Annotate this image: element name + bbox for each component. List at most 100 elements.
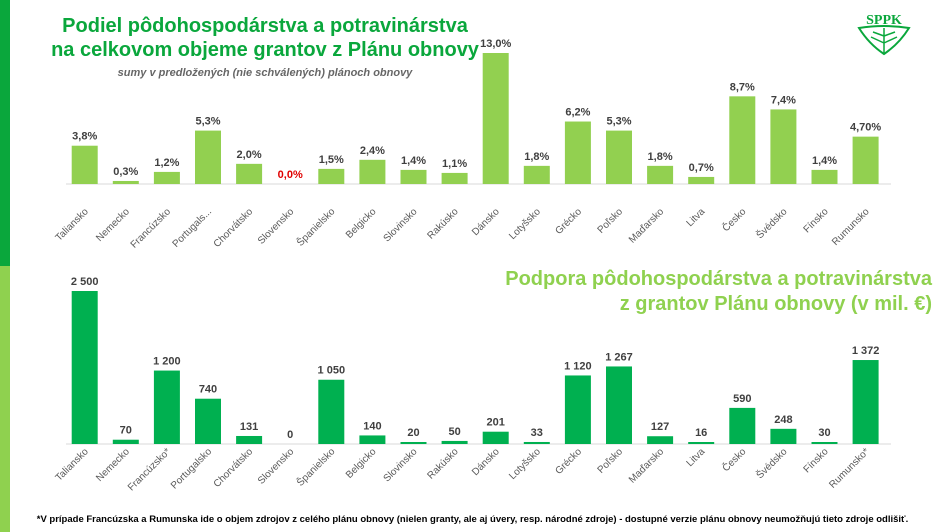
chart1-title-line1: Podiel pôdohospodárstva a potravinárstva <box>62 15 468 37</box>
chart2-bar <box>688 442 715 444</box>
chart2-category-label: Maďarsko <box>627 446 667 486</box>
chart2-value-label: 30 <box>818 427 830 439</box>
chart2-category-label: Slovinsko <box>382 446 420 484</box>
chart2-value-label: 1 120 <box>564 360 592 372</box>
chart1-bar <box>688 176 715 184</box>
chart2-value-label: 1 267 <box>605 351 633 363</box>
chart2-bar <box>153 370 180 444</box>
chart2-bar <box>564 375 591 444</box>
chart1-bar <box>359 159 386 184</box>
chart2-bar <box>770 428 797 444</box>
accent-bar-top <box>0 0 10 266</box>
chart2-value-label: 201 <box>487 417 505 429</box>
chart1-value-label: 1,4% <box>812 155 837 167</box>
chart1-category-label: Švédsko <box>753 205 790 242</box>
chart1-bar <box>564 121 591 184</box>
chart1-subtitle: sumy v predložených (nie schválených) pl… <box>117 67 413 79</box>
chart2-value-label: 2 500 <box>71 276 99 288</box>
chart1-value-label: 4,70% <box>850 122 881 134</box>
chart2-category-label: Francúzsko* <box>126 446 173 493</box>
chart1-category-label: Portugals... <box>171 206 215 250</box>
chart2-value-label: 1 372 <box>852 345 880 357</box>
chart1-bar <box>523 165 550 184</box>
chart2-value-label: 140 <box>363 420 381 432</box>
leaf-icon <box>857 25 911 56</box>
chart1-value-label: 1,5% <box>319 154 344 166</box>
chart1-value-label: 2,4% <box>360 145 385 157</box>
chart2-title-line1: Podpora pôdohospodárstva a potravinárstv… <box>505 268 932 290</box>
chart1-value-label: 13,0% <box>480 38 511 50</box>
chart1-category-label: Dánsko <box>470 206 502 238</box>
chart2-value-label: 131 <box>240 421 258 433</box>
chart2-value-label: 248 <box>774 414 792 426</box>
chart2-value-label: 50 <box>448 426 460 438</box>
chart1-category-label: Maďarsko <box>627 206 667 246</box>
chart1-bar <box>606 130 632 184</box>
chart1-category-label: Lotyšsko <box>507 206 543 242</box>
chart1-category-label: Nemecko <box>94 206 132 244</box>
chart2-category-label: Chorvátsko <box>212 446 256 490</box>
chart1-value-label: 5,3% <box>195 116 220 128</box>
chart2-bar <box>729 407 756 444</box>
chart1-category-label: Rakúsko <box>425 206 461 242</box>
sppk-logo-text: SPPK <box>866 13 902 28</box>
chart1-category-label: Chorvátsko <box>212 206 256 250</box>
chart2-category-label: Grécko <box>553 446 584 477</box>
chart2-bar <box>195 398 221 444</box>
chart1-value-label: 8,7% <box>730 81 755 93</box>
chart1-value-label: 6,2% <box>565 107 590 119</box>
chart1-category-label: Francúzsko <box>129 206 174 251</box>
chart1-bar <box>729 96 756 184</box>
chart1-value-label: 3,8% <box>72 131 97 143</box>
chart1-bar <box>153 171 180 184</box>
chart2-bar <box>647 436 674 444</box>
chart2-bar <box>811 442 838 444</box>
chart1-value-label: 5,3% <box>606 116 631 128</box>
chart1-category-label: Španielsko <box>294 205 338 249</box>
chart2-value-label: 20 <box>407 427 419 439</box>
chart1-value-label: 1,2% <box>154 157 179 169</box>
footnote: *V prípade Francúzska a Rumunska ide o o… <box>36 514 909 525</box>
chart1-bar <box>482 53 509 184</box>
chart1-value-label: 0,0% <box>278 169 303 181</box>
chart2-bar <box>318 379 345 444</box>
chart2-value-label: 1 200 <box>153 356 181 368</box>
chart1-title-line2: na celkovom objeme grantov z Plánu obnov… <box>51 39 479 61</box>
chart2-category-label: Belgicko <box>344 446 379 481</box>
chart1-bar <box>236 163 263 184</box>
chart2-category-label: Fínsko <box>802 446 831 475</box>
chart2-bar <box>606 366 632 444</box>
chart2-value-label: 70 <box>120 425 132 437</box>
chart2-category-label: Španielsko <box>294 445 338 489</box>
chart1-category-label: Litva <box>685 206 708 229</box>
chart1-value-label: 0,3% <box>113 166 138 178</box>
chart2-category-label: Rumunsko* <box>827 446 871 490</box>
chart2-bar <box>112 439 139 444</box>
chart2-category-label: Portugalsko <box>169 446 214 491</box>
chart2-category-label: Česko <box>719 445 749 475</box>
chart2-bar <box>523 441 550 444</box>
chart1-category-label: Poľsko <box>596 206 626 236</box>
chart1-category-label: Rumunsko <box>830 206 872 248</box>
chart2-bar <box>236 435 263 444</box>
chart1-category-label: Grécko <box>553 206 584 237</box>
chart1-bar <box>112 180 139 184</box>
chart1-value-label: 1,1% <box>442 158 467 170</box>
chart1-bar <box>852 136 879 184</box>
chart1-category-label: Belgicko <box>344 206 379 241</box>
chart2-category-label: Dánsko <box>470 446 502 478</box>
chart1-category-label: Slovinsko <box>382 206 420 244</box>
chart1-bar <box>318 168 345 184</box>
chart1-bar <box>441 172 468 184</box>
chart1-bar <box>647 165 674 184</box>
chart2-title-line2: z grantov Plánu obnovy (v mil. €) <box>619 293 932 315</box>
chart2-bar <box>852 360 879 444</box>
chart2-value-label: 740 <box>199 384 217 396</box>
chart1-value-label: 0,7% <box>689 162 714 174</box>
chart2-bar <box>482 431 509 444</box>
chart2-value-label: 590 <box>733 393 751 405</box>
chart1-value-label: 1,8% <box>648 151 673 163</box>
chart1-bar <box>811 169 838 184</box>
chart2-category-label: Švédsko <box>753 445 790 482</box>
